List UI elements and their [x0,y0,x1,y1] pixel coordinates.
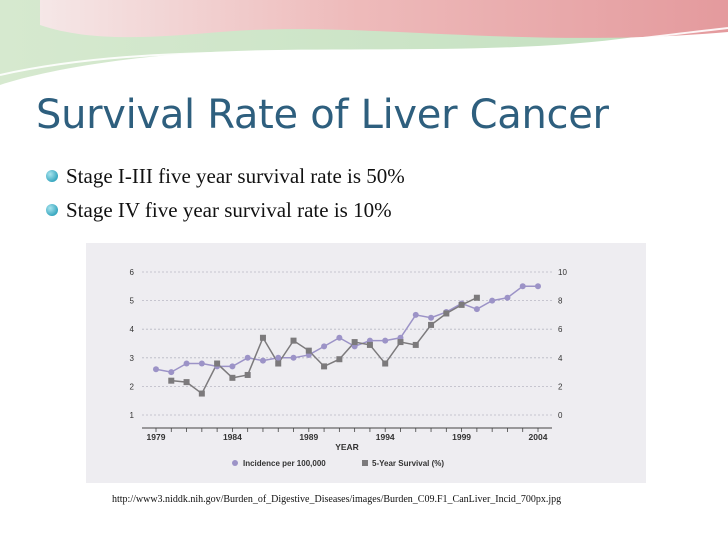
survival-point [290,337,297,344]
incidence-point [336,334,343,341]
survival-point [397,339,404,346]
survival-point [412,341,419,348]
survival-point [351,339,358,346]
x-tick-label: 2004 [529,432,548,442]
x-tick-label: 1984 [223,432,242,442]
survival-point [336,356,343,363]
survival-point [229,374,236,381]
y-right-tick-label: 4 [558,354,563,363]
incidence-point [321,343,328,350]
survival-point [214,360,221,367]
survival-point [259,334,266,341]
x-tick-label: 1989 [299,432,318,442]
x-tick-label: 1999 [452,432,471,442]
incidence-point [519,283,526,290]
bullet-text: Stage I-III five year survival rate is 5… [66,164,405,188]
survival-point [168,377,175,384]
survival-point [321,363,328,370]
incidence-point [229,363,236,370]
legend-survival-marker [362,460,368,466]
bullet-item: Stage IV five year survival rate is 10% [46,195,405,229]
y-left-tick-label: 5 [130,297,135,306]
incidence-point [428,314,435,321]
survival-point [305,347,312,354]
survival-point [275,360,282,367]
survival-point [198,390,205,397]
incidence-point [382,337,389,344]
legend-incidence-marker [232,460,238,466]
incidence-point [198,360,205,367]
y-right-tick-label: 6 [558,325,563,334]
y-left-tick-label: 6 [130,268,135,277]
bullet-list: Stage I-III five year survival rate is 5… [46,161,405,229]
bullet-icon [46,204,58,216]
x-tick-label: 1994 [376,432,395,442]
y-left-tick-label: 2 [130,382,135,391]
survival-point [366,341,373,348]
incidence-point [489,297,496,304]
survival-point [244,371,251,378]
y-left-tick-label: 1 [130,411,135,420]
liver-cancer-chart: 1 2 3 4 5 6 0 2 4 6 8 10 1979 1984 1989 1994 1999 2004 YEA… [86,243,646,483]
survival-point [473,294,480,301]
legend-incidence-label: Incidence per 100,000 [243,459,326,468]
incidence-point [504,294,511,301]
survival-point [428,321,435,328]
incidence-point [535,283,541,290]
y-left-tick-label: 4 [130,325,135,334]
incidence-point [473,306,480,313]
legend-survival-label: 5-Year Survival (%) [372,459,444,468]
y-right-tick-label: 8 [558,297,563,306]
incidence-point [244,354,251,361]
y-right-tick-label: 10 [558,268,567,277]
y-left-tick-label: 3 [130,354,135,363]
source-url: http://www3.niddk.nih.gov/Burden_of_Dige… [112,494,562,505]
incidence-point [290,354,297,361]
survival-point [183,379,190,386]
x-tick-label: 1979 [147,432,166,442]
incidence-point [275,354,282,361]
decorative-header-banner [0,0,728,85]
bullet-item: Stage I-III five year survival rate is 5… [46,161,405,195]
incidence-point [259,357,266,364]
incidence-point [183,360,190,367]
chart-container: 1 2 3 4 5 6 0 2 4 6 8 10 1979 1984 1989 1994 1999 2004 YEA… [86,243,646,483]
y-right-tick-label: 2 [558,382,563,391]
x-axis-label: YEAR [335,442,359,452]
bullet-text: Stage IV five year survival rate is 10% [66,198,392,222]
incidence-point [153,366,159,373]
slide-title: Survival Rate of Liver Cancer [36,92,609,138]
survival-point [382,360,389,367]
y-right-tick-label: 0 [558,411,563,420]
survival-point [458,301,465,308]
survival-point [443,310,450,317]
incidence-point [412,311,419,318]
chart-background [86,243,646,483]
incidence-point [168,369,175,376]
bullet-icon [46,170,58,182]
